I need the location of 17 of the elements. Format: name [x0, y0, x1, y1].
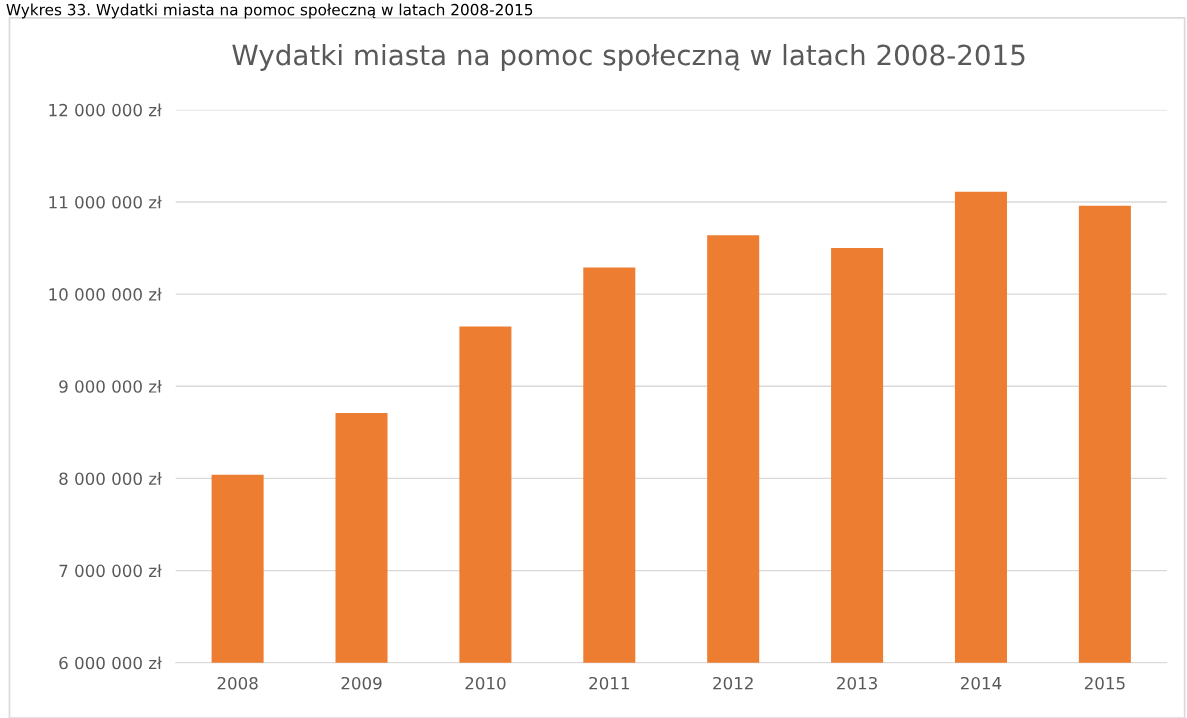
y-tick-label: 7 000 000 zł: [59, 564, 162, 578]
x-tick-label: 2012: [713, 676, 753, 690]
chart-title: Wydatki miasta na pomoc społeczną w latach 2008-2015: [232, 44, 1025, 71]
text: Wykres 33. Wydatki miasta na pomoc społeczną w latach 2008-2015: [6, 3, 533, 19]
y-tick-label: 8 000 000 zł: [59, 472, 162, 485]
y-tick-label: 9 000 000 zł: [59, 379, 162, 393]
x-tick-label: 2009: [341, 676, 382, 690]
x-tick-label: 2014: [960, 676, 1002, 690]
y-tick-label: 11 000 000 zł: [49, 195, 162, 209]
x-tick-label: 2010: [465, 676, 506, 690]
x-tick-label: 2013: [837, 676, 877, 690]
x-tick-label: 2011: [589, 676, 629, 690]
y-tick-label: 10 000 000 zł: [49, 287, 162, 301]
x-tick-label: 2015: [1084, 676, 1125, 690]
x-tick-label: 2008: [217, 676, 258, 690]
y-tick-label: 12 000 000 zł: [49, 103, 162, 117]
y-tick-label: 6 000 000 zł: [59, 656, 162, 670]
